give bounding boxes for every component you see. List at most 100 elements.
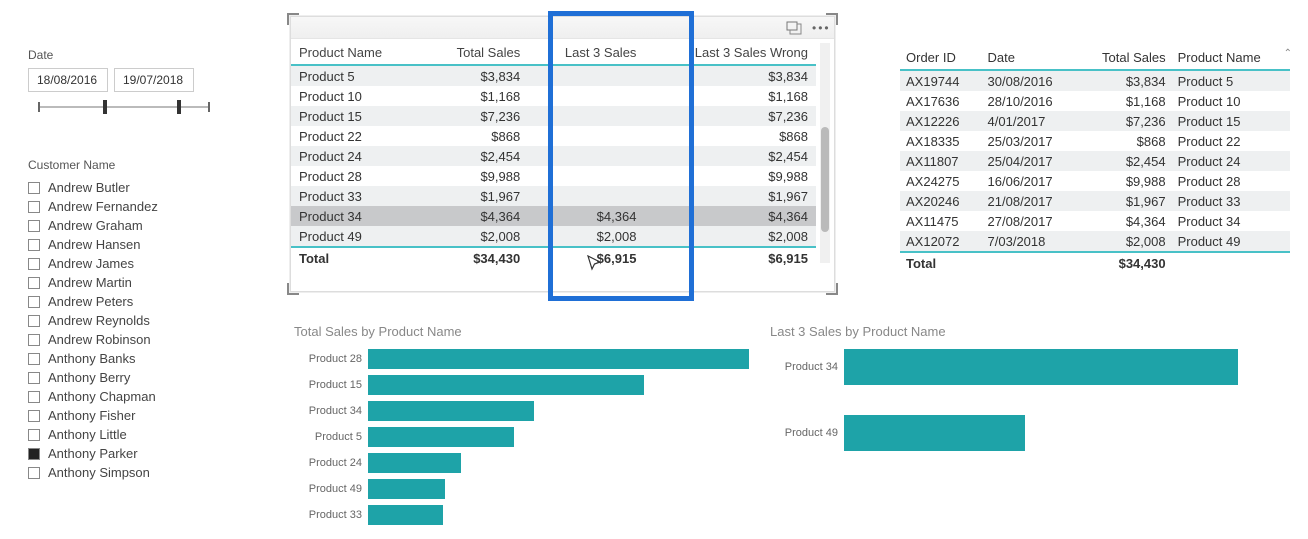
bar-row: Product 33 [294,505,749,525]
customer-item[interactable]: Anthony Little [28,425,248,444]
table-row[interactable]: AX122264/01/2017$7,236Product 15 [900,111,1290,131]
customer-item[interactable]: Andrew Martin [28,273,248,292]
bar-fill[interactable] [844,349,1238,385]
table-row[interactable]: AX1147527/08/2017$4,364Product 34 [900,211,1290,231]
table-row[interactable]: Product 15$7,236$7,236 [291,106,816,126]
column-header[interactable]: Order ID [900,44,982,70]
bar-fill[interactable] [844,415,1025,451]
checkbox-icon[interactable] [28,296,40,308]
resize-handle-tr[interactable] [826,13,838,25]
checkbox-icon[interactable] [28,372,40,384]
resize-handle-br[interactable] [826,283,838,295]
checkbox-icon[interactable] [28,258,40,270]
table-row[interactable]: AX120727/03/2018$2,008Product 49 [900,231,1290,252]
table-row[interactable]: AX1180725/04/2017$2,454Product 24 [900,151,1290,171]
customer-list: Andrew Butler Andrew Fernandez Andrew Grah… [28,178,248,482]
center-table-visual[interactable]: ••• Product NameTotal SalesLast 3 SalesL… [290,16,835,292]
column-header[interactable]: Total Sales [423,39,529,65]
checkbox-icon[interactable] [28,334,40,346]
customer-item[interactable]: Anthony Parker [28,444,248,463]
bar-row: Product 49 [770,415,1250,451]
checkbox-icon[interactable] [28,448,40,460]
column-header[interactable]: Last 3 Sales [528,39,644,65]
bar-row: Product 34 [294,401,749,421]
table-row[interactable]: Product 22$868$868 [291,126,816,146]
bar-fill[interactable] [368,453,461,473]
customer-label: Andrew Hansen [48,237,141,252]
checkbox-icon[interactable] [28,429,40,441]
date-slider-handle-left[interactable] [103,100,107,114]
customer-item[interactable]: Andrew Robinson [28,330,248,349]
scrollbar-thumb[interactable] [821,127,829,233]
scrollbar-vertical[interactable] [820,43,830,263]
chart-last3-sales[interactable]: Last 3 Sales by Product Name Product 34P… [770,324,1250,481]
column-header[interactable]: Product Name [1172,44,1290,70]
focus-mode-icon[interactable] [786,21,802,35]
date-slider-handle-right[interactable] [177,100,181,114]
customer-item[interactable]: Anthony Berry [28,368,248,387]
customer-item[interactable]: Anthony Banks [28,349,248,368]
bar-label: Product 34 [294,405,362,417]
customer-label: Andrew Butler [48,180,130,195]
center-table: Product NameTotal SalesLast 3 SalesLast … [291,39,816,268]
customer-label: Andrew Fernandez [48,199,158,214]
customer-label: Anthony Banks [48,351,135,366]
table-row[interactable]: AX2427516/06/2017$9,988Product 28 [900,171,1290,191]
bar-label: Product 49 [294,483,362,495]
table-row[interactable]: Product 10$1,168$1,168 [291,86,816,106]
customer-item[interactable]: Anthony Chapman [28,387,248,406]
table-row[interactable]: Product 33$1,967$1,967 [291,186,816,206]
bar-fill[interactable] [368,349,749,369]
checkbox-icon[interactable] [28,391,40,403]
date-start-input[interactable]: 18/08/2016 [28,68,108,92]
column-header[interactable]: Date [982,44,1078,70]
table-row[interactable]: Product 24$2,454$2,454 [291,146,816,166]
customer-label: Anthony Little [48,427,127,442]
bar-fill[interactable] [368,427,514,447]
checkbox-icon[interactable] [28,277,40,289]
table-row[interactable]: AX2024621/08/2017$1,967Product 33 [900,191,1290,211]
table-row[interactable]: Product 49$2,008$2,008$2,008 [291,226,816,247]
bar-fill[interactable] [368,375,644,395]
right-table: Order IDDateTotal SalesProduct NameAX197… [900,44,1290,273]
customer-item[interactable]: Andrew Hansen [28,235,248,254]
checkbox-icon[interactable] [28,410,40,422]
column-header[interactable]: Product Name [291,39,423,65]
customer-item[interactable]: Andrew Graham [28,216,248,235]
customer-item[interactable]: Anthony Simpson [28,463,248,482]
bar-fill[interactable] [368,505,443,525]
table-row[interactable]: Product 34$4,364$4,364$4,364 [291,206,816,226]
bar-row: Product 5 [294,427,749,447]
checkbox-icon[interactable] [28,467,40,479]
customer-item[interactable]: Andrew James [28,254,248,273]
table-row[interactable]: AX1974430/08/2016$3,834Product 5 [900,70,1290,91]
customer-item[interactable]: Andrew Reynolds [28,311,248,330]
chart-total-sales[interactable]: Total Sales by Product Name Product 28Pr… [294,324,749,531]
resize-handle-bl[interactable] [287,283,299,295]
table-row[interactable]: Product 28$9,988$9,988 [291,166,816,186]
bar-fill[interactable] [368,401,534,421]
table-row[interactable]: Product 5$3,834$3,834 [291,65,816,86]
checkbox-icon[interactable] [28,353,40,365]
checkbox-icon[interactable] [28,182,40,194]
date-slider-rail[interactable] [38,106,208,108]
table-row[interactable]: AX1833525/03/2017$868Product 22 [900,131,1290,151]
column-header[interactable]: Total Sales [1077,44,1171,70]
customer-item[interactable]: Andrew Fernandez [28,197,248,216]
checkbox-icon[interactable] [28,201,40,213]
customer-label: Andrew James [48,256,134,271]
checkbox-icon[interactable] [28,315,40,327]
bar-fill[interactable] [368,479,445,499]
checkbox-icon[interactable] [28,239,40,251]
checkbox-icon[interactable] [28,220,40,232]
date-end-input[interactable]: 19/07/2018 [114,68,194,92]
customer-item[interactable]: Andrew Peters [28,292,248,311]
chevron-up-icon[interactable]: ⌃ [1284,48,1292,59]
resize-handle-tl[interactable] [287,13,299,25]
customer-item[interactable]: Anthony Fisher [28,406,248,425]
right-table-visual[interactable]: ⌃ Order IDDateTotal SalesProduct NameAX1… [900,44,1290,276]
table-row[interactable]: AX1763628/10/2016$1,168Product 10 [900,91,1290,111]
column-header[interactable]: Last 3 Sales Wrong [644,39,816,65]
customer-item[interactable]: Andrew Butler [28,178,248,197]
bar-row: Product 15 [294,375,749,395]
